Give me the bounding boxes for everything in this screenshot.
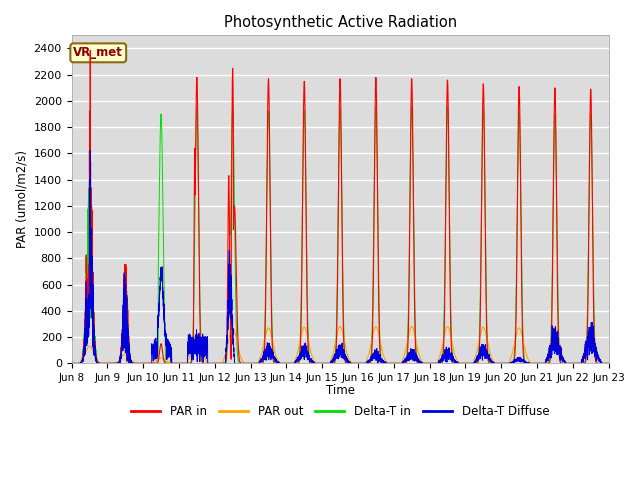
Y-axis label: PAR (umol/m2/s): PAR (umol/m2/s): [15, 150, 28, 248]
Text: VR_met: VR_met: [74, 47, 123, 60]
Legend: PAR in, PAR out, Delta-T in, Delta-T Diffuse: PAR in, PAR out, Delta-T in, Delta-T Dif…: [126, 401, 554, 423]
Title: Photosynthetic Active Radiation: Photosynthetic Active Radiation: [223, 15, 456, 30]
X-axis label: Time: Time: [326, 384, 355, 397]
